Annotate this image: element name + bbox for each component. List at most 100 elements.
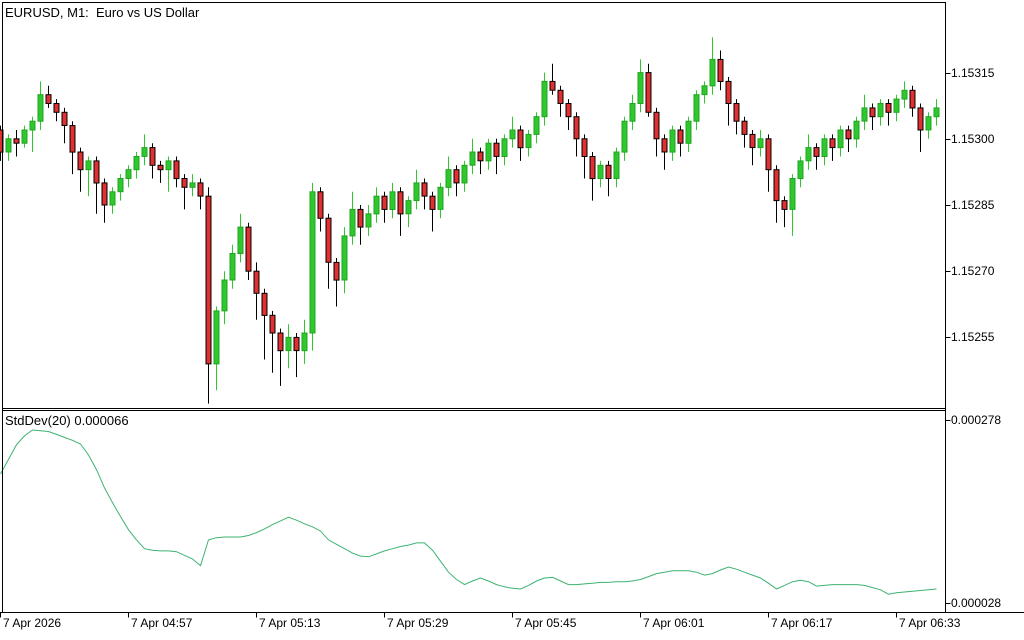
candle-bear — [253, 270, 260, 294]
candle-bull — [853, 120, 860, 140]
candle-bull — [85, 160, 92, 171]
candle-bear — [653, 111, 660, 140]
axis-ticks — [0, 73, 951, 618]
price-pane — [0, 37, 940, 404]
candle-bear — [245, 226, 252, 272]
time-axis-label: 7 Apr 05:45 — [515, 616, 577, 630]
candle-bear — [869, 107, 876, 118]
candle-bull — [21, 129, 28, 144]
candle-bull — [285, 336, 292, 352]
time-axis-label: 7 Apr 05:29 — [387, 616, 449, 630]
candle-bear — [661, 138, 668, 153]
chart-frame — [0, 2, 1024, 613]
candle-bull — [701, 85, 708, 96]
candle-bear — [493, 142, 500, 157]
candle-bear — [13, 138, 20, 144]
candle-bull — [509, 129, 516, 140]
candle-bear — [885, 103, 892, 113]
candle-bear — [357, 208, 364, 228]
price-axis-label: 1.15300 — [951, 131, 995, 146]
time-axis-label: 7 Apr 06:33 — [899, 616, 961, 630]
candle-bull — [597, 164, 604, 180]
candle-bull — [805, 147, 812, 162]
candle-bull — [165, 160, 172, 171]
candle-bull — [861, 107, 868, 122]
candle-bull — [141, 147, 148, 157]
candle-bear — [293, 336, 300, 352]
indicator-line — [0, 429, 937, 595]
candle-bear — [269, 314, 276, 334]
candle-bull — [789, 178, 796, 210]
candle-bear — [261, 292, 268, 316]
candle-bear — [397, 191, 404, 215]
candle-bull — [309, 191, 316, 334]
candle-bear — [645, 72, 652, 113]
candle-bull — [877, 103, 884, 118]
candle-bull — [525, 133, 532, 149]
candle-bear — [725, 80, 732, 105]
candle-bull — [685, 120, 692, 144]
candle-bear — [677, 129, 684, 144]
candle-bear — [765, 138, 772, 171]
candle-bull — [109, 191, 116, 206]
candle-bear — [517, 129, 524, 149]
candle-bull — [933, 107, 940, 118]
candle-bear — [829, 138, 836, 149]
candle-bear — [61, 111, 68, 127]
candle-bull — [37, 94, 44, 122]
candle-bear — [781, 200, 788, 210]
time-axis-label: 7 Apr 2026 — [3, 616, 62, 630]
candle-bull — [445, 169, 452, 188]
candle-bull — [341, 235, 348, 281]
candle-bear — [317, 191, 324, 219]
candle-bull — [485, 142, 492, 162]
candle-bull — [901, 89, 908, 100]
candle-bear — [69, 125, 76, 153]
candle-bull — [229, 253, 236, 281]
candle-bear — [101, 182, 108, 206]
candle-bull — [189, 182, 196, 188]
candle-bull — [837, 129, 844, 149]
candle-bear — [557, 89, 564, 105]
candle-bull — [29, 120, 36, 131]
candle-bull — [613, 151, 620, 179]
candle-bear — [549, 80, 556, 91]
candle-bear — [589, 156, 596, 180]
candle-bear — [93, 160, 100, 184]
candle-bull — [541, 80, 548, 118]
candle-bear — [77, 151, 84, 171]
indicator-pane — [0, 429, 937, 595]
candle-bull — [797, 160, 804, 180]
candle-bear — [749, 133, 756, 149]
candle-bull — [389, 191, 396, 211]
candle-bear — [477, 151, 484, 162]
candle-bear — [917, 107, 924, 131]
time-axis-label: 7 Apr 04:57 — [131, 616, 193, 630]
price-axis-label: 1.15255 — [951, 330, 995, 345]
candle-bull — [757, 138, 764, 149]
candle-bull — [221, 279, 228, 312]
candle-bear — [53, 103, 60, 113]
candle-bull — [365, 213, 372, 228]
price-axis-label: 1.15315 — [951, 65, 995, 80]
candle-bull — [373, 195, 380, 215]
candle-bear — [381, 195, 388, 210]
candle-bull — [469, 151, 476, 166]
candle-bull — [461, 164, 468, 184]
time-axis-label: 7 Apr 06:01 — [643, 616, 705, 630]
candle-bear — [845, 129, 852, 140]
candle-bear — [181, 178, 188, 188]
candle-bear — [605, 164, 612, 180]
candle-bull — [437, 186, 444, 210]
candle-bear — [717, 58, 724, 83]
time-axis-label: 7 Apr 05:13 — [259, 616, 321, 630]
candle-bull — [405, 200, 412, 215]
price-axis-label: 1.15285 — [951, 198, 995, 212]
candle-bull — [301, 332, 308, 352]
candle-bull — [533, 116, 540, 135]
candle-bear — [453, 169, 460, 184]
candle-bull — [237, 226, 244, 255]
price-axis-label: 1.15270 — [951, 264, 995, 279]
